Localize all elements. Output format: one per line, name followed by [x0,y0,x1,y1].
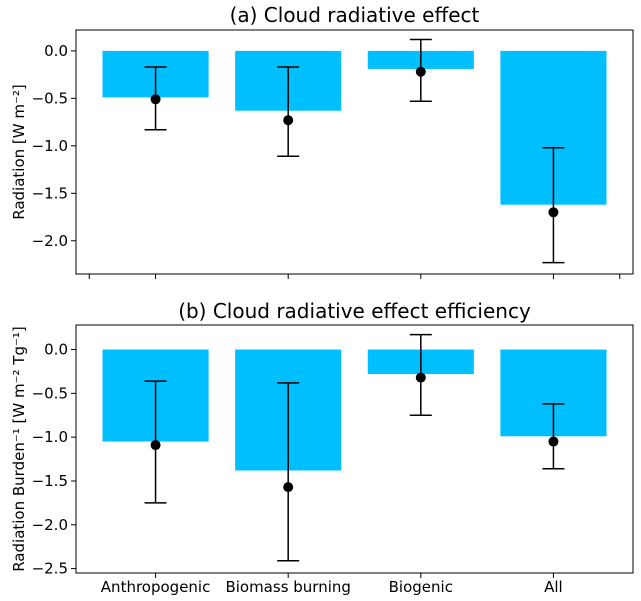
y-axis-label: Radiation [W m⁻²] [10,84,28,220]
chart-panel-1: 0.0 −0.5 −1.0 −1.5 −2.0 (a) Cloud radiative e… [10,3,634,279]
y-tick-label: 0.0 [44,341,68,359]
plot-frame [75,324,634,574]
error-bar-all [542,146,565,264]
y-tick-label: −1.5 [32,184,68,202]
point-anthropogenic [150,440,161,451]
point-anthropogenic [150,94,161,105]
plot-frame [75,29,634,275]
y-tick-label: −1.0 [32,428,68,446]
error-bar-biomass-burning [277,66,300,158]
point-biomass-burning [283,482,294,493]
chart-title: (b) Cloud radiative effect efficiency [178,299,531,323]
y-tick-label: −1.0 [32,137,68,155]
x-tick-label: All [544,578,563,596]
y-tick-label: −2.0 [32,516,68,534]
point-biogenic [415,372,426,383]
error-bar-biomass-burning [277,382,300,562]
error-bar-all [542,403,565,470]
y-tick-label: −1.5 [32,472,68,490]
point-biogenic [415,66,426,77]
y-tick-label: −0.5 [32,89,68,107]
y-tick-label: −0.5 [32,384,68,402]
y-tick-label: 0.0 [44,42,68,60]
y-tick-label: −2.5 [32,560,68,578]
y-axis-label: Radiation Burden⁻¹ [W m⁻² Tg⁻¹] [10,326,28,572]
x-tick-label: Biomass burning [225,578,350,596]
x-tick-label: Biogenic [389,578,453,596]
chart-panel-2: 0.0 −0.5 −1.0 −1.5 −2.0 −2.5 Anthropogenic Biom… [10,299,634,596]
point-biomass-burning [283,115,294,126]
x-tick-label: Anthropogenic [101,578,211,596]
point-all [548,436,559,447]
point-all [548,207,559,218]
chart-title: (a) Cloud radiative effect [230,3,480,27]
y-tick-label: −2.0 [32,232,68,250]
